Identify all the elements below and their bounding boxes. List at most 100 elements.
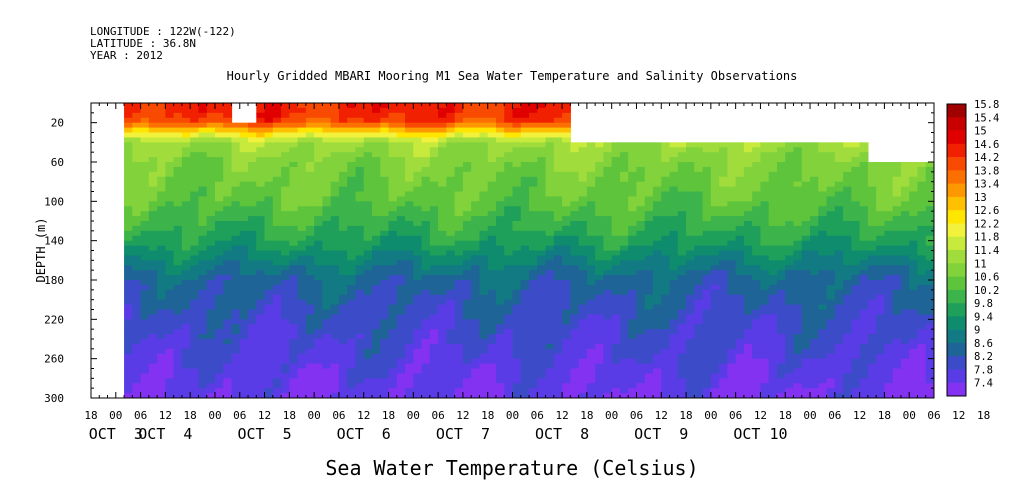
heatmap-cell	[752, 211, 762, 217]
heatmap-cell	[653, 343, 662, 350]
heatmap-cell	[231, 181, 241, 188]
heatmap-cell	[190, 343, 200, 350]
heatmap-cell	[710, 368, 720, 375]
heatmap-cell	[421, 339, 431, 345]
heatmap-cell	[413, 122, 423, 129]
heatmap-cell	[818, 353, 828, 360]
heatmap-cell	[479, 358, 489, 365]
heatmap-cell	[495, 206, 505, 212]
heatmap-cell	[173, 107, 183, 114]
heatmap-cell	[562, 240, 571, 247]
heatmap-cell	[495, 191, 505, 198]
heatmap-cell	[570, 225, 580, 232]
heatmap-cell	[479, 103, 489, 109]
heatmap-cell	[454, 299, 464, 306]
heatmap-cell	[405, 348, 414, 355]
heatmap-cell	[694, 260, 704, 266]
heatmap-cell	[793, 270, 803, 276]
heatmap-cell	[537, 368, 547, 375]
heatmap-cell	[289, 186, 299, 193]
heatmap-cell	[545, 103, 555, 109]
heatmap-cell	[206, 289, 216, 296]
heatmap-cell	[826, 314, 836, 320]
heatmap-cell	[487, 211, 497, 217]
heatmap-cell	[785, 334, 795, 340]
heatmap-cell	[429, 211, 439, 217]
heatmap-cell	[347, 334, 357, 340]
heatmap-cell	[438, 235, 447, 242]
heatmap-cell	[438, 280, 447, 286]
heatmap-cell	[636, 368, 646, 375]
heatmap-cell	[537, 117, 547, 124]
heatmap-cell	[396, 152, 406, 158]
heatmap-cell	[429, 383, 439, 389]
heatmap-cell	[578, 230, 588, 237]
heatmap-cell	[264, 280, 274, 286]
heatmap-cell	[611, 353, 621, 360]
heatmap-cell	[148, 353, 158, 360]
heatmap-cell	[727, 289, 737, 296]
heatmap-cell	[694, 191, 704, 198]
heatmap-cell	[487, 162, 497, 168]
heatmap-cell	[214, 329, 224, 335]
heatmap-cell	[363, 284, 373, 291]
heatmap-cell	[214, 225, 224, 232]
heatmap-cell	[206, 112, 216, 119]
heatmap-cell	[314, 162, 324, 168]
heatmap-cell	[198, 206, 208, 212]
heatmap-cell	[132, 132, 142, 139]
heatmap-cell	[520, 211, 530, 217]
heatmap-cell	[719, 265, 728, 271]
heatmap-cell	[388, 358, 398, 365]
heatmap-cell	[520, 206, 530, 212]
heatmap-cell	[330, 206, 340, 212]
heatmap-cell	[140, 329, 150, 335]
heatmap-cell	[446, 181, 456, 188]
heatmap-cell	[239, 270, 249, 276]
heatmap-cell	[710, 309, 720, 316]
heatmap-cell	[562, 255, 571, 261]
heatmap-cell	[636, 353, 646, 360]
heatmap-cell	[338, 181, 348, 188]
heatmap-cell	[512, 245, 522, 252]
heatmap-cell	[429, 324, 439, 330]
heatmap-cell	[487, 206, 497, 212]
heatmap-cell	[702, 334, 712, 340]
heatmap-cell	[793, 334, 803, 340]
heatmap-cell	[305, 171, 315, 178]
heatmap-cell	[281, 334, 290, 340]
heatmap-cell	[206, 245, 216, 252]
heatmap-cell	[214, 358, 224, 365]
heatmap-cell	[124, 284, 133, 291]
heatmap-cell	[553, 284, 563, 291]
heatmap-cell	[595, 353, 605, 360]
heatmap-cell	[719, 388, 728, 394]
heatmap-cell	[305, 186, 315, 193]
heatmap-cell	[281, 275, 290, 281]
heatmap-cell	[272, 353, 282, 360]
heatmap-cell	[438, 132, 447, 139]
heatmap-cell	[586, 319, 596, 325]
heatmap-cell	[537, 348, 547, 355]
heatmap-cell	[214, 299, 224, 306]
heatmap-cell	[694, 324, 704, 330]
heatmap-cell	[562, 221, 571, 227]
heatmap-cell	[570, 339, 580, 345]
heatmap-cell	[214, 294, 224, 301]
heatmap-cell	[479, 181, 489, 188]
heatmap-cell	[529, 383, 538, 389]
heatmap-cell	[173, 280, 183, 286]
heatmap-cell	[504, 388, 514, 394]
heatmap-cell	[636, 225, 646, 232]
heatmap-cell	[190, 294, 200, 301]
heatmap-cell	[818, 265, 828, 271]
heatmap-cell	[793, 211, 803, 217]
heatmap-cell	[628, 304, 638, 311]
heatmap-cell	[677, 157, 687, 163]
heatmap-cell	[165, 245, 175, 252]
heatmap-cell	[372, 196, 381, 202]
heatmap-cell	[785, 235, 795, 242]
heatmap-cell	[603, 339, 613, 345]
heatmap-cell	[314, 230, 324, 237]
heatmap-cell	[694, 270, 704, 276]
